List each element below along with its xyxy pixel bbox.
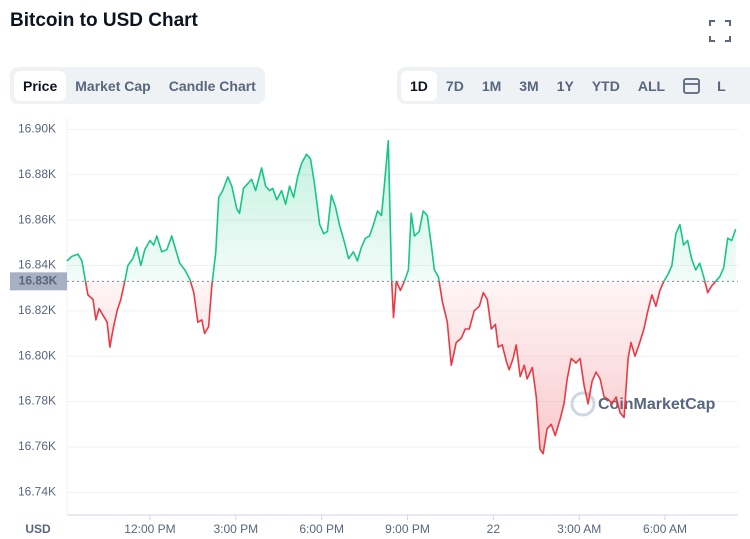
range-button[interactable]: 1Y <box>556 77 574 94</box>
range-button[interactable]: ALL <box>637 77 666 94</box>
y-unit: USD <box>25 522 51 536</box>
reference-label: 16.83K <box>19 274 58 288</box>
range-group: 1D 7D 1M 3M 1Y YTD ALL L <box>397 67 750 104</box>
y-tick-label: 16.78K <box>18 394 56 408</box>
tab-group: Price Market Cap Candle Chart <box>10 67 265 104</box>
x-tick-label: 3:00 PM <box>213 522 258 536</box>
y-tick-label: 16.76K <box>18 439 56 453</box>
y-tick-label: 16.82K <box>18 303 56 317</box>
y-tick-label: 16.86K <box>18 212 56 226</box>
range-button[interactable]: YTD <box>591 77 620 94</box>
x-tick-label: 22 <box>487 522 501 536</box>
y-tick-label: 16.88K <box>18 167 56 181</box>
y-tick-label: 16.84K <box>18 258 56 272</box>
price-line <box>66 139 737 455</box>
title: Bitcoin to USD Chart <box>10 10 198 31</box>
chart-tab[interactable]: Price <box>14 70 67 101</box>
range-button[interactable]: L <box>717 77 726 94</box>
range-button[interactable]: 1M <box>481 77 502 94</box>
area <box>67 140 736 454</box>
watermark: CoinMarketCap <box>598 396 716 413</box>
x-tick-label: 9:00 PM <box>385 522 430 536</box>
x-tick-label: 6:00 PM <box>299 522 344 536</box>
range-button[interactable]: 3M <box>519 77 539 94</box>
x-tick-label: 6:00 AM <box>643 522 687 536</box>
y-tick-label: 16.80K <box>18 348 56 362</box>
range-button[interactable]: 7D <box>445 77 464 94</box>
reference-label-box <box>10 272 67 291</box>
x-tick-label: 3:00 AM <box>557 522 601 536</box>
y-tick-label: 16.74K <box>18 484 56 498</box>
calendar-icon[interactable] <box>674 76 708 96</box>
fullscreen-icon[interactable] <box>705 16 735 46</box>
watermark-logo <box>570 391 596 417</box>
y-tick-label: 16.90K <box>18 122 56 136</box>
chart-tab[interactable]: Market Cap <box>75 77 151 94</box>
x-tick-label: 12:00 PM <box>124 522 175 536</box>
chart-tab[interactable]: Candle Chart <box>168 77 256 94</box>
range-button[interactable]: 1D <box>401 70 437 101</box>
